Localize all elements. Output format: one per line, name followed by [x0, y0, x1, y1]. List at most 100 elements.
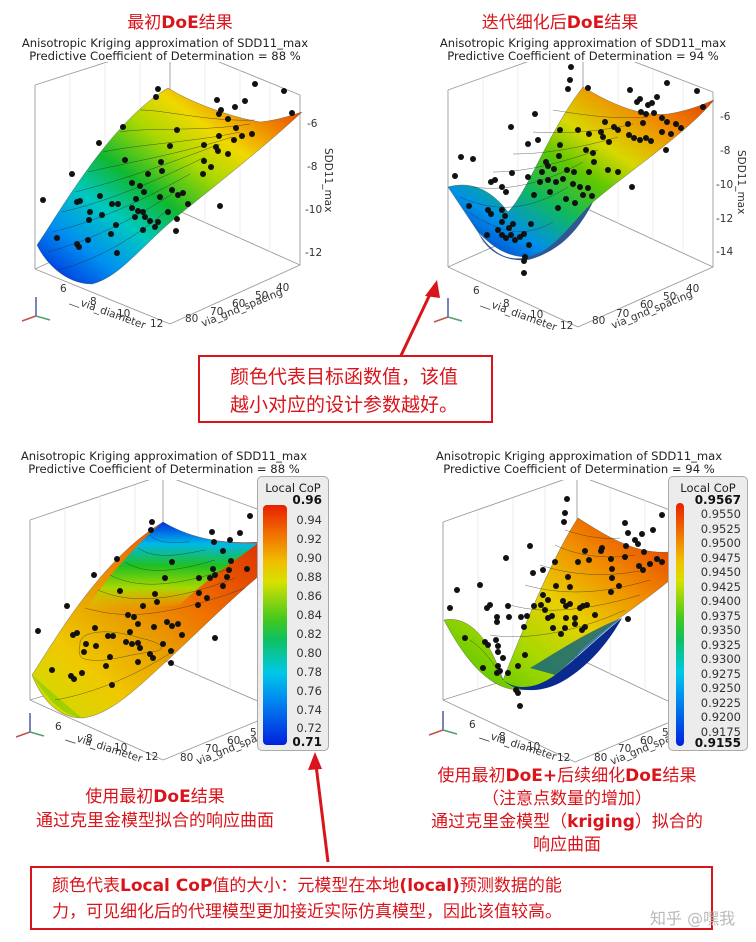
- legend-tick: 0.80: [296, 646, 322, 660]
- plot-title-line1: Anisotropic Kriging approximation of SDD…: [435, 449, 723, 463]
- svg-text:80: 80: [592, 315, 605, 327]
- legend-tick: 0.84: [296, 608, 322, 622]
- axis-triad-icon: [433, 298, 463, 323]
- legend-max: 0.9567: [694, 493, 741, 507]
- svg-text:8: 8: [503, 298, 510, 310]
- svg-text:10: 10: [114, 742, 127, 754]
- z-axis-label: SDD11_max: [735, 150, 747, 214]
- legend-tick: 0.9300: [700, 652, 741, 666]
- legend-min: 0.9155: [694, 736, 741, 750]
- legend-tick: 0.86: [296, 589, 322, 603]
- axis-triad-icon: [21, 297, 51, 322]
- svg-text:-14: -14: [716, 246, 733, 258]
- legend-tick: 0.90: [296, 551, 322, 565]
- svg-text:80: 80: [185, 313, 198, 325]
- svg-text:60: 60: [640, 299, 653, 311]
- heading-text: 最初: [127, 13, 162, 33]
- svg-text:6: 6: [60, 283, 67, 295]
- svg-text:70: 70: [205, 743, 218, 755]
- svg-text:40: 40: [686, 283, 699, 295]
- svg-text:-8: -8: [307, 161, 317, 173]
- svg-text:-10: -10: [716, 179, 733, 191]
- legend-title: Local CoP: [265, 481, 321, 495]
- plot-title: Anisotropic Kriging approximation of SDD…: [418, 37, 748, 63]
- x-axis-label: __via_diameter: [64, 729, 144, 765]
- legend-tick: 0.9200: [700, 710, 741, 724]
- heading-text: 结果: [604, 13, 639, 33]
- legend-tick: 0.76: [296, 684, 322, 698]
- svg-text:60: 60: [232, 298, 245, 310]
- colorbar: [263, 505, 287, 745]
- legend-tick: 0.74: [296, 703, 322, 717]
- colorbar: [676, 503, 684, 746]
- legend-tick: 0.9350: [700, 623, 741, 637]
- caption-refined-fit: 使用最初DoE+后续细化DoE结果 （注意点数量的增加） 通过克里金模型（kri…: [378, 765, 756, 857]
- legend-tick: 0.82: [296, 627, 322, 641]
- svg-text:10: 10: [530, 309, 543, 321]
- legend-tick: 0.9500: [700, 536, 741, 550]
- svg-text:50: 50: [662, 727, 670, 739]
- heading-text: 迭代细化后: [481, 13, 567, 33]
- legend-tick: 0.78: [296, 665, 322, 679]
- svg-text:70: 70: [210, 306, 223, 318]
- svg-text:50: 50: [663, 291, 676, 303]
- colorbar-legend-local-cop: Local CoP 0.9567 0.9550 0.9525 0.9500 0.…: [668, 476, 748, 751]
- svg-text:70: 70: [616, 308, 629, 320]
- heading-refined-doe: 迭代细化后DoE结果: [440, 8, 680, 33]
- z-axis-label: SDD11_max: [322, 148, 334, 212]
- heading-initial-doe: 最初DoE结果: [60, 8, 300, 33]
- legend-tick: 0.92: [296, 532, 322, 546]
- heading-text: 结果: [198, 13, 233, 33]
- svg-text:6: 6: [473, 285, 480, 297]
- legend-min: 0.71: [292, 735, 322, 749]
- svg-text:-8: -8: [720, 145, 730, 157]
- svg-text:80: 80: [180, 752, 193, 764]
- svg-text:6: 6: [469, 719, 476, 731]
- legend-tick: 0.9400: [700, 594, 741, 608]
- legend-tick: 0.9475: [700, 550, 741, 565]
- caption-initial-fit: 使用最初DoE结果 通过克里金模型拟合的响应曲面: [0, 785, 310, 833]
- legend-tick: 0.9525: [700, 521, 741, 536]
- axis-triad-icon: [15, 713, 45, 738]
- colorbar-legend-local-cop: Local CoP 0.96 0.94 0.92 0.90 0.88 0.86 …: [257, 476, 329, 751]
- caption-line: 使用最初DoE+后续细化DoE结果: [437, 766, 697, 786]
- svg-text:12: 12: [560, 320, 573, 332]
- plot-title-line2: Predictive Coefficient of Determination …: [447, 49, 719, 63]
- svg-text:-6: -6: [307, 118, 318, 130]
- plot-title: Anisotropic Kriging approximation of SDD…: [0, 37, 330, 63]
- plot-title-line1: Anisotropic Kriging approximation of SDD…: [21, 36, 309, 50]
- svg-text:60: 60: [640, 735, 653, 747]
- svg-text:6: 6: [55, 721, 62, 733]
- legend-tick: 0.9450: [700, 565, 741, 579]
- plot-title-line1: Anisotropic Kriging approximation of SDD…: [439, 36, 727, 50]
- callout-line: 颜色代表Local CoP值的大小：元模型在本地(local)预测数据的能: [52, 876, 562, 896]
- svg-text:50: 50: [255, 290, 268, 302]
- svg-text:12: 12: [557, 752, 570, 764]
- svg-text:50: 50: [250, 727, 260, 739]
- legend-max: 0.96: [292, 493, 322, 507]
- svg-text:12: 12: [150, 318, 163, 330]
- plot-title-line2: Predictive Coefficient of Determination …: [28, 462, 300, 476]
- plot-title-line2: Predictive Coefficient of Determination …: [443, 462, 715, 476]
- svg-text:-12: -12: [305, 247, 322, 259]
- callout-line: 越小对应的设计参数越好。: [230, 394, 459, 416]
- caption-line: （注意点数量的增加）: [482, 789, 652, 809]
- plot-title-line2: Predictive Coefficient of Determination …: [29, 49, 301, 63]
- callout-line: 颜色代表目标函数值，该值: [230, 366, 459, 388]
- svg-text:10: 10: [117, 308, 130, 320]
- svg-text:12: 12: [145, 751, 158, 763]
- legend-tick: 0.9325: [700, 637, 741, 652]
- heading-bold: DoE: [161, 13, 199, 33]
- caption-line: 通过克里金模型（kriging）拟合的: [431, 812, 703, 832]
- callout-line: 力，可见细化后的代理模型更加接近实际仿真模型，因此该值较高。: [52, 902, 562, 922]
- svg-text:-6: -6: [720, 111, 731, 123]
- x-axis-label: __via_diameter: [478, 727, 558, 763]
- legend-title: Local CoP: [680, 481, 736, 495]
- svg-text:40: 40: [276, 282, 289, 294]
- svg-text:-12: -12: [716, 213, 733, 225]
